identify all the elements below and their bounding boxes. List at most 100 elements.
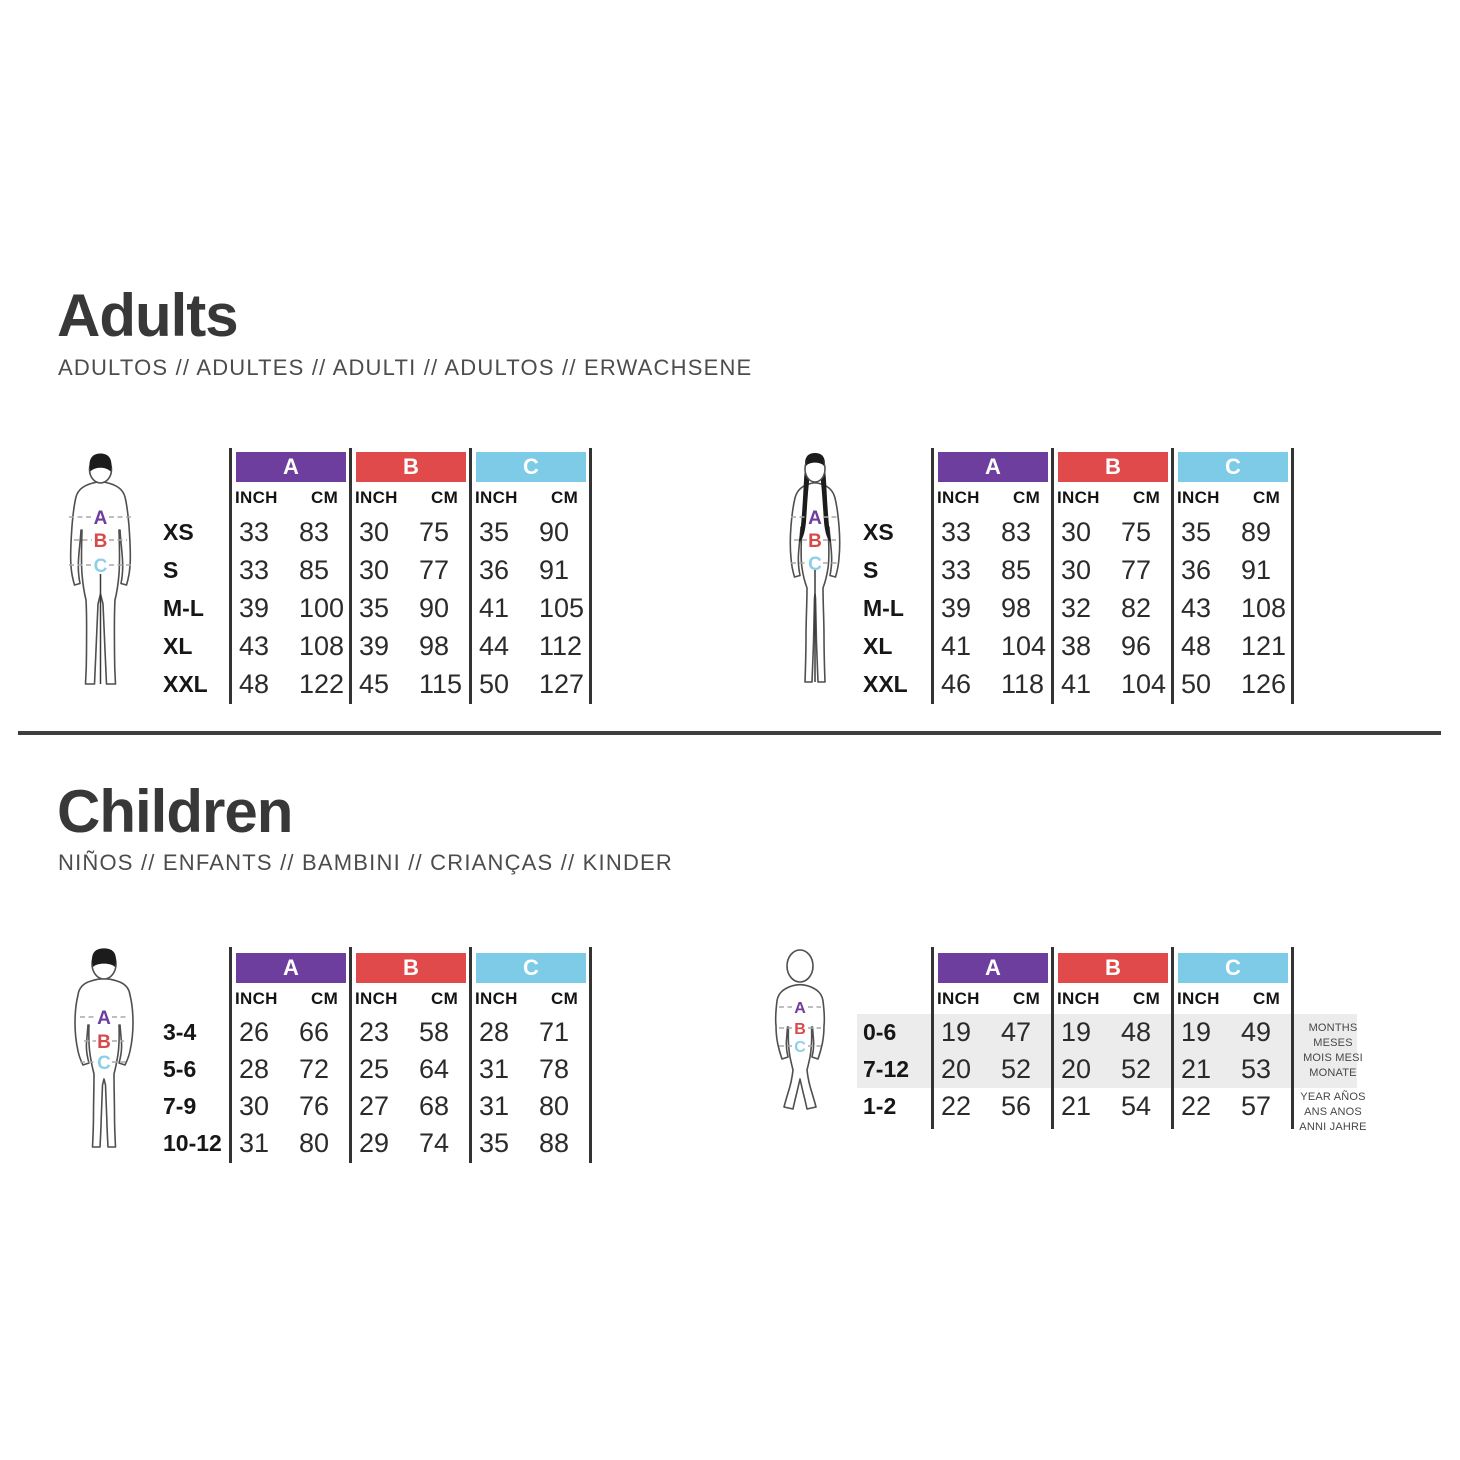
table-divider-line: [1171, 448, 1174, 704]
value-cell: 19: [1181, 1017, 1212, 1047]
table-row: XS 33 83 30 75 35 89: [863, 513, 1293, 551]
note-line: MESES: [1313, 1037, 1353, 1049]
value-cell: 64: [419, 1054, 450, 1084]
inch-header: INCH: [1177, 988, 1220, 1008]
value-cell: 38: [1061, 630, 1092, 661]
value-cell: 104: [1121, 668, 1167, 699]
cm-header: CM: [431, 988, 459, 1008]
women-size-table: A B C INCH CM INCH CM INCH CM XS 33 83 3…: [863, 448, 1294, 704]
baby-figure-icon: A B C: [774, 949, 826, 1110]
column-a-header: A: [938, 452, 1048, 482]
size-label: XL: [863, 632, 893, 659]
note-line: MONTHS: [1308, 1022, 1358, 1034]
measure-c-letter: C: [94, 556, 108, 577]
value-cell: 36: [1181, 554, 1212, 585]
table-row: M-L 39 100 35 90 41 105: [163, 589, 591, 627]
value-cell: 19: [941, 1017, 972, 1047]
value-cell: 39: [239, 592, 270, 623]
cm-header: CM: [1133, 988, 1161, 1008]
table-row: S 33 85 30 77 36 91: [163, 551, 591, 589]
value-cell: 31: [239, 1128, 270, 1158]
value-cell: 66: [299, 1017, 330, 1047]
table-row: XL 41 104 38 96 48 121: [863, 627, 1293, 665]
size-label: 7-12: [863, 1056, 910, 1082]
inch-header: INCH: [235, 988, 278, 1008]
inch-header: INCH: [1177, 487, 1220, 507]
column-b-header: B: [1058, 452, 1168, 482]
table-divider-line: [1291, 448, 1294, 704]
value-cell: 75: [419, 516, 450, 547]
measure-b-letter: B: [794, 1021, 806, 1038]
unit-header-row: INCH CM INCH CM INCH CM: [863, 983, 1293, 1014]
value-cell: 108: [299, 630, 345, 661]
value-cell: 45: [359, 668, 390, 699]
value-cell: 48: [1181, 630, 1212, 661]
value-cell: 23: [359, 1017, 390, 1047]
value-cell: 85: [1001, 554, 1032, 585]
column-a-header: A: [236, 452, 346, 482]
value-cell: 26: [239, 1017, 270, 1047]
table-divider-line: [931, 448, 934, 704]
measure-column-bars: A B C: [163, 452, 591, 482]
value-cell: 44: [479, 630, 510, 661]
table-divider-line: [229, 947, 232, 1163]
size-label: 10-12: [163, 1130, 222, 1156]
value-cell: 33: [239, 554, 270, 585]
table-row: XXL 46 118 41 104 50 126: [863, 665, 1293, 703]
size-label: XXL: [163, 670, 208, 697]
table-row: 7-12 20 52 20 52 21 53: [863, 1051, 1293, 1088]
column-c-header: C: [476, 953, 586, 983]
value-cell: 90: [419, 592, 450, 623]
size-label: 7-9: [163, 1093, 197, 1119]
column-b-header: B: [1058, 953, 1168, 983]
value-cell: 85: [299, 554, 330, 585]
value-cell: 112: [539, 630, 583, 661]
size-label: XS: [863, 518, 894, 545]
value-cell: 77: [419, 554, 450, 585]
table-row: 7-9 30 76 27 68 31 80: [163, 1088, 591, 1125]
cm-header: CM: [1133, 487, 1161, 507]
column-c-header: C: [476, 452, 586, 482]
measure-a-letter: A: [794, 1000, 806, 1017]
measure-c-letter: C: [808, 554, 822, 575]
table-divider-line: [349, 448, 352, 704]
size-label: 1-2: [863, 1093, 897, 1119]
value-cell: 33: [941, 554, 972, 585]
table-divider-line: [1051, 448, 1054, 704]
cm-header: CM: [551, 988, 579, 1008]
note-line: ANS ANOS: [1304, 1106, 1362, 1118]
value-cell: 48: [239, 668, 270, 699]
measure-c-letter: C: [794, 1039, 806, 1056]
spacer: [163, 953, 231, 983]
measure-c-letter: C: [97, 1053, 111, 1074]
unit-header-row: INCH CM INCH CM INCH CM: [163, 983, 591, 1014]
value-cell: 29: [359, 1128, 390, 1158]
cm-header: CM: [1013, 988, 1041, 1008]
men-size-table: A B C INCH CM INCH CM INCH CM XS 33 83 3…: [163, 448, 592, 704]
value-cell: 57: [1241, 1091, 1272, 1121]
value-cell: 76: [299, 1091, 330, 1121]
value-cell: 80: [299, 1128, 330, 1158]
value-cell: 30: [359, 516, 390, 547]
measure-a-letter: A: [808, 508, 822, 529]
table-row: 1-2 22 56 21 54 22 57: [863, 1088, 1293, 1125]
years-note: YEAR AÑOS ANS ANOS ANNI JAHRE: [1294, 1090, 1372, 1135]
value-cell: 41: [479, 592, 510, 623]
value-cell: 41: [941, 630, 972, 661]
value-cell: 104: [1001, 630, 1047, 661]
table-divider-line: [931, 947, 934, 1129]
cm-header: CM: [1253, 988, 1281, 1008]
value-cell: 68: [419, 1091, 450, 1121]
value-cell: 30: [1061, 554, 1092, 585]
unit-header-row: INCH CM INCH CM INCH CM: [863, 482, 1293, 513]
value-cell: 127: [539, 668, 585, 699]
value-cell: 118: [1001, 668, 1045, 699]
value-cell: 74: [419, 1128, 450, 1158]
value-cell: 30: [359, 554, 390, 585]
table-divider-line: [589, 947, 592, 1163]
adults-title: Adults: [57, 282, 239, 349]
table-divider-line: [1291, 947, 1294, 1129]
value-cell: 46: [941, 668, 972, 699]
value-cell: 52: [1121, 1054, 1152, 1084]
inch-header: INCH: [1057, 988, 1100, 1008]
